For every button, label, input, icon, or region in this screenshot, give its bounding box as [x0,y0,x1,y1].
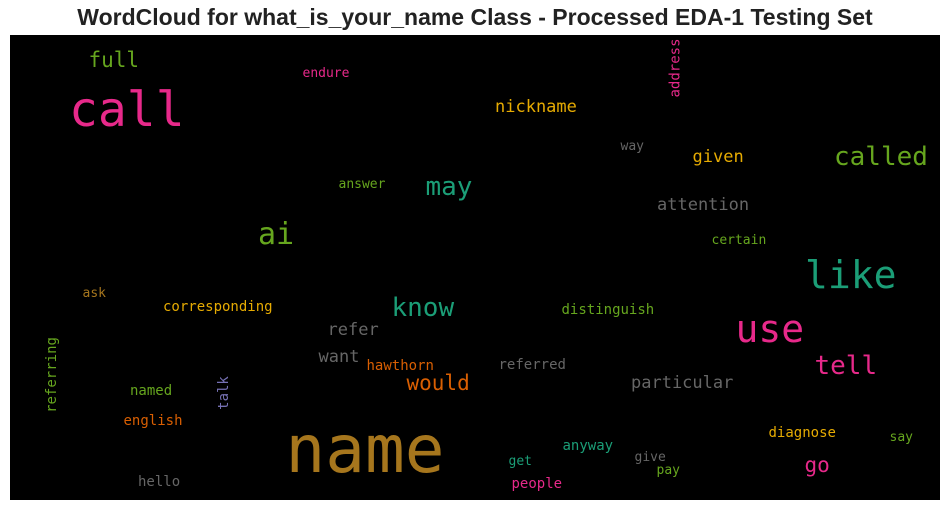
word-corresponding: corresponding [163,299,273,315]
word-anyway: anyway [562,438,614,454]
word-go: go [804,452,830,477]
word-address: address [667,38,684,98]
word-know: know [391,293,455,323]
wordcloud-canvas: name call like use called ai know may tell would f… [10,35,940,500]
word-may: may [425,172,473,202]
word-get: get [508,453,532,469]
word-would: would [406,370,470,395]
word-hawthorn: hawthorn [366,358,434,374]
word-people: people [511,476,563,492]
word-talk: talk [215,376,232,410]
word-name: name [285,411,445,488]
word-named: named [130,383,173,399]
word-particular: particular [631,372,734,393]
word-referred: referred [498,357,566,373]
word-given: given [692,146,744,167]
word-distinguish: distinguish [561,302,655,318]
word-diagnose: diagnose [768,425,836,441]
word-want: want [318,346,360,367]
word-tell: tell [814,351,878,381]
word-ask: ask [82,285,106,301]
word-attention: attention [657,194,750,215]
word-way: way [620,138,644,154]
word-answer: answer [338,176,386,192]
word-refer: refer [327,319,379,340]
word-use: use [735,307,805,351]
word-english: english [123,413,183,429]
chart-title: WordCloud for what_is_your_name Class - … [77,4,873,30]
word-ai: ai [258,217,295,252]
word-certain: certain [711,232,767,248]
word-full: full [88,47,140,72]
word-called: called [834,142,928,172]
word-endure: endure [302,65,350,81]
word-hello: hello [138,474,181,490]
word-call: call [69,82,185,138]
word-pay: pay [656,462,680,478]
word-say: say [889,429,913,445]
word-referring: referring [43,337,60,413]
word-nickname: nickname [495,96,577,117]
word-give: give [634,449,666,465]
word-like: like [805,253,897,297]
